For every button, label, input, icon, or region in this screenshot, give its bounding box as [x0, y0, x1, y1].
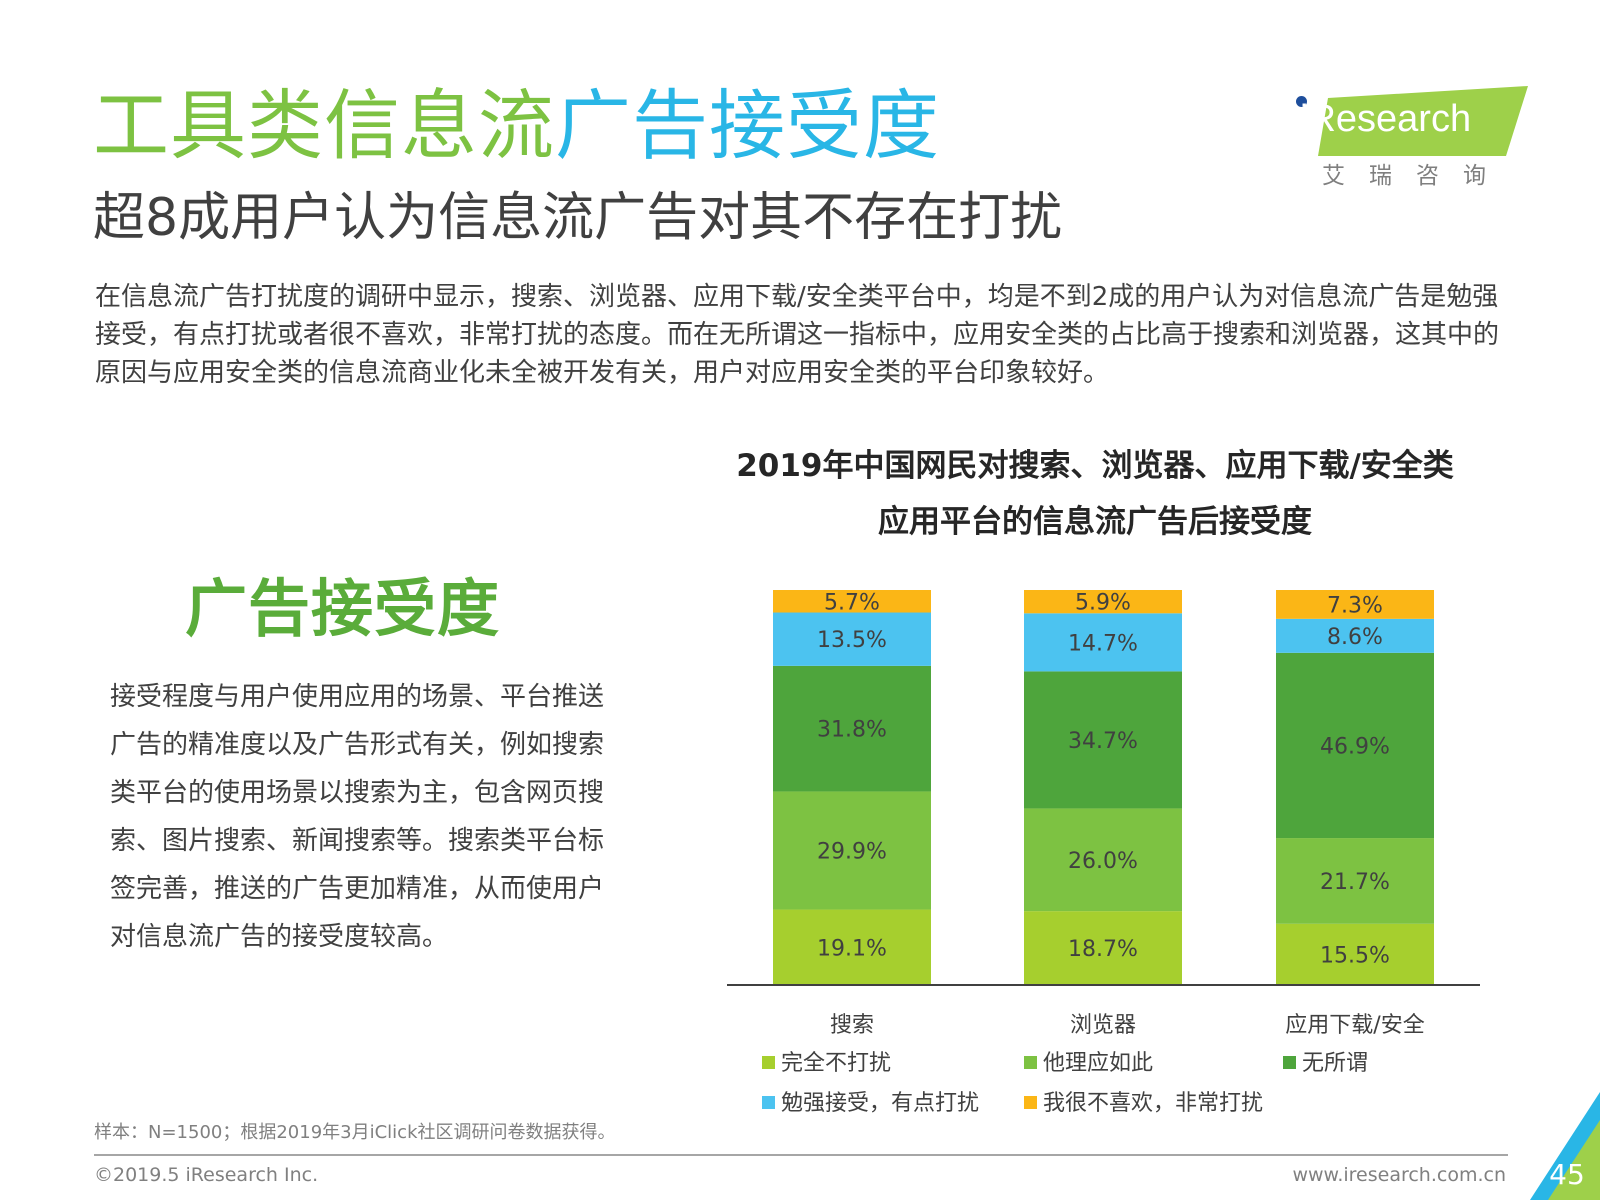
bar-segment	[773, 590, 931, 613]
bar-segment	[1276, 618, 1434, 653]
data-label: 8.6%	[1327, 625, 1383, 650]
corner-decoration	[1530, 1092, 1600, 1200]
data-label: 46.9%	[1320, 734, 1390, 759]
legend-swatch	[762, 1096, 775, 1109]
bar-segment	[1024, 613, 1182, 672]
copyright-text: ©2019.5 iResearch Inc.	[94, 1164, 319, 1186]
data-label: 5.9%	[1075, 591, 1131, 616]
data-label: 29.9%	[817, 840, 887, 865]
legend-label: 无所谓	[1302, 1051, 1368, 1076]
legend-label: 勉强接受，有点打扰	[781, 1091, 979, 1116]
data-label: 26.0%	[1068, 849, 1138, 874]
intro-paragraph: 在信息流广告打扰度的调研中显示，搜索、浏览器、应用下载/安全类平台中，均是不到2…	[95, 282, 1500, 388]
logo-dot	[1296, 96, 1307, 107]
side-heading: 广告接受度	[185, 572, 501, 645]
page-number: 45	[1549, 1158, 1585, 1191]
bar-segment	[1024, 911, 1182, 985]
data-label: 34.7%	[1068, 729, 1138, 754]
iresearch-logo-mark	[1318, 86, 1528, 156]
data-label: 15.5%	[1320, 943, 1390, 968]
legend-swatch	[1283, 1056, 1296, 1069]
data-label: 5.7%	[824, 590, 880, 615]
legend-label: 他理应如此	[1043, 1051, 1153, 1076]
side-paragraph: 接受程度与用户使用应用的场景、平台推送广告的精准度以及广告形式有关，例如搜索类平…	[110, 682, 605, 952]
bar-segment	[773, 791, 931, 910]
bar-segment	[1276, 838, 1434, 924]
page-title: 工具类信息流广告接受度	[93, 88, 940, 164]
legend-swatch	[762, 1056, 775, 1069]
bar-segment	[1276, 652, 1434, 839]
legend-swatch	[1024, 1096, 1037, 1109]
legend-label: 完全不打扰	[781, 1051, 891, 1076]
bar-segment	[773, 665, 931, 792]
sample-note: 样本：N=1500；根据2019年3月iClick社区调研问卷数据获得。	[94, 1122, 616, 1143]
category-tick-label: 浏览器	[1070, 1013, 1136, 1038]
data-label: 14.7%	[1068, 631, 1138, 656]
data-label: 31.8%	[817, 718, 887, 743]
chart-title-line1: 2019年中国网民对搜索、浏览器、应用下载/安全类	[736, 448, 1454, 484]
data-label: 7.3%	[1327, 593, 1383, 618]
bar-segment	[1276, 923, 1434, 985]
category-tick-label: 搜索	[830, 1013, 874, 1038]
page-subtitle: 超8成用户认为信息流广告对其不存在打扰	[93, 188, 1063, 248]
bar-segment	[773, 909, 931, 985]
data-label: 19.1%	[817, 936, 887, 961]
legend-label: 我很不喜欢，非常打扰	[1043, 1091, 1263, 1116]
bar-segment	[1024, 808, 1182, 912]
category-tick-label: 应用下载/安全	[1285, 1013, 1424, 1038]
website-url: www.iresearch.com.cn	[1292, 1164, 1506, 1186]
logo-wordmark: iResearch	[1300, 98, 1472, 140]
bar-segment	[773, 612, 931, 666]
footer-divider	[94, 1154, 1508, 1156]
iresearch-logo	[1318, 86, 1533, 186]
logo-tagline: 艾瑞咨询	[1322, 163, 1510, 189]
chart-title-line2: 应用平台的信息流广告后接受度	[878, 504, 1312, 540]
bar-segment	[1024, 671, 1182, 809]
page-title-part2: 广告接受度	[555, 81, 940, 170]
data-label: 18.7%	[1068, 937, 1138, 962]
chart-title: 2019年中国网民对搜索、浏览器、应用下载/安全类 应用平台的信息流广告后接受度	[730, 438, 1460, 550]
bar-segment	[1024, 590, 1182, 614]
data-label: 21.7%	[1320, 870, 1390, 895]
page-title-part1: 工具类信息流	[93, 81, 555, 170]
data-label: 13.5%	[817, 628, 887, 653]
legend-swatch	[1024, 1056, 1037, 1069]
bar-segment	[1276, 590, 1434, 619]
